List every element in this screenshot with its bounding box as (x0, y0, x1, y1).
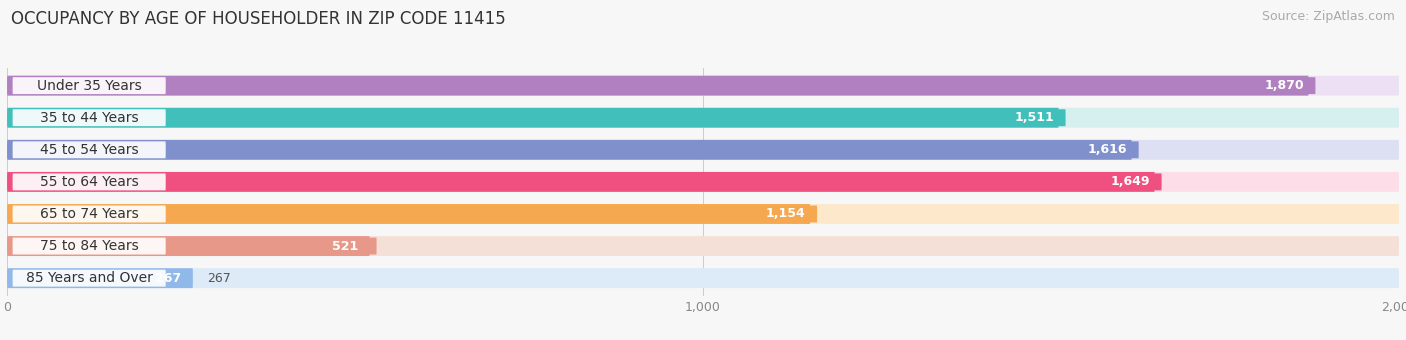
FancyBboxPatch shape (755, 206, 817, 222)
FancyBboxPatch shape (7, 108, 1059, 128)
Text: 85 Years and Over: 85 Years and Over (25, 271, 153, 285)
Text: 267: 267 (207, 272, 231, 285)
FancyBboxPatch shape (7, 204, 810, 224)
Text: 1,154: 1,154 (766, 207, 806, 220)
FancyBboxPatch shape (7, 172, 1399, 192)
FancyBboxPatch shape (13, 206, 166, 222)
FancyBboxPatch shape (7, 108, 1399, 128)
Text: 75 to 84 Years: 75 to 84 Years (39, 239, 139, 253)
Text: 1,649: 1,649 (1111, 175, 1150, 188)
FancyBboxPatch shape (7, 204, 1399, 224)
FancyBboxPatch shape (7, 172, 1154, 192)
FancyBboxPatch shape (1002, 109, 1066, 126)
FancyBboxPatch shape (1253, 77, 1316, 94)
FancyBboxPatch shape (7, 140, 1132, 160)
FancyBboxPatch shape (13, 141, 166, 158)
Text: 1,616: 1,616 (1088, 143, 1128, 156)
FancyBboxPatch shape (7, 76, 1309, 96)
Text: 45 to 54 Years: 45 to 54 Years (39, 143, 138, 157)
FancyBboxPatch shape (7, 236, 1399, 256)
FancyBboxPatch shape (1099, 173, 1161, 190)
FancyBboxPatch shape (7, 140, 1399, 160)
FancyBboxPatch shape (13, 270, 166, 287)
FancyBboxPatch shape (7, 76, 1399, 96)
Text: 267: 267 (156, 272, 181, 285)
Text: 1,511: 1,511 (1014, 111, 1054, 124)
Text: OCCUPANCY BY AGE OF HOUSEHOLDER IN ZIP CODE 11415: OCCUPANCY BY AGE OF HOUSEHOLDER IN ZIP C… (11, 10, 506, 28)
FancyBboxPatch shape (314, 238, 377, 255)
FancyBboxPatch shape (7, 236, 370, 256)
Text: 55 to 64 Years: 55 to 64 Years (39, 175, 139, 189)
Text: Under 35 Years: Under 35 Years (37, 79, 142, 92)
Text: 1,870: 1,870 (1264, 79, 1303, 92)
FancyBboxPatch shape (7, 268, 193, 288)
FancyBboxPatch shape (138, 270, 200, 287)
Text: Source: ZipAtlas.com: Source: ZipAtlas.com (1261, 10, 1395, 23)
Text: 65 to 74 Years: 65 to 74 Years (39, 207, 139, 221)
Text: 521: 521 (332, 240, 359, 253)
Text: 35 to 44 Years: 35 to 44 Years (39, 111, 138, 125)
FancyBboxPatch shape (13, 109, 166, 126)
FancyBboxPatch shape (13, 77, 166, 94)
FancyBboxPatch shape (13, 173, 166, 190)
FancyBboxPatch shape (1076, 141, 1139, 158)
FancyBboxPatch shape (7, 268, 1399, 288)
FancyBboxPatch shape (13, 238, 166, 255)
